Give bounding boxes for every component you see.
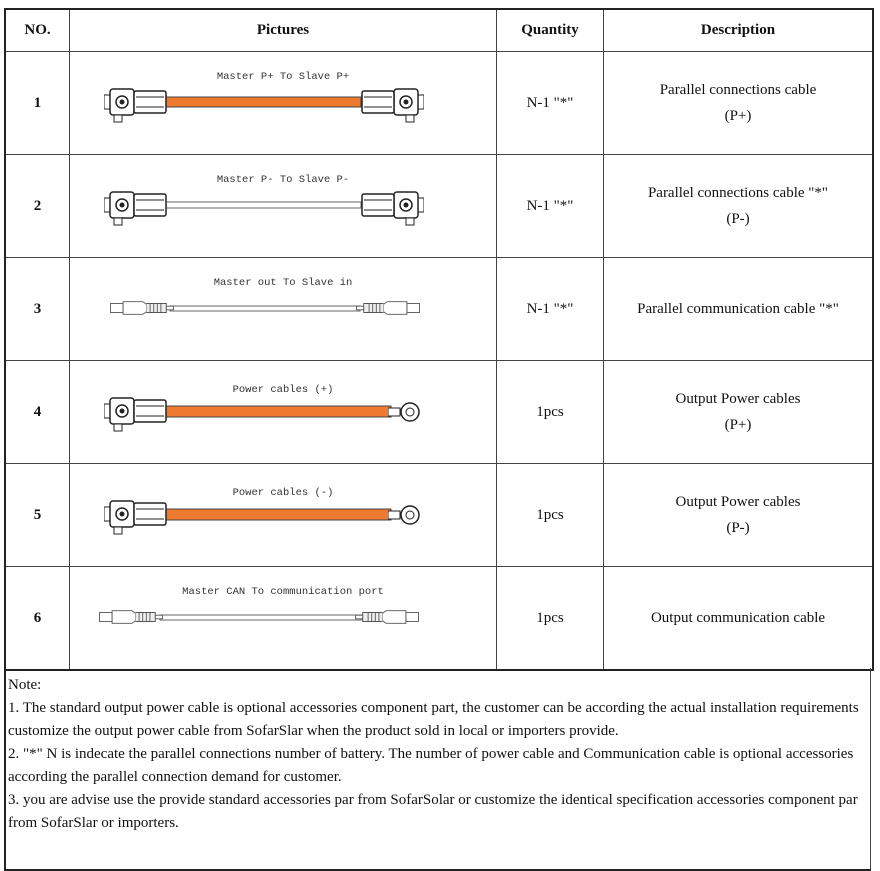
description-line: Output Power cables (675, 494, 801, 510)
quantity: N-1 "*" (496, 154, 604, 258)
note-item: 2. "*" N is indecate the parallel connec… (8, 746, 854, 785)
description-line: (P+) (724, 417, 752, 433)
description-line: (P-) (726, 520, 750, 536)
picture-label: Master out To Slave in (214, 277, 353, 289)
quantity: 1pcs (496, 463, 604, 567)
cable-picture: Power cables (+) (104, 384, 420, 432)
picture-label: Power cables (+) (233, 384, 334, 396)
picture-cell: Master P+ To Slave P+ (69, 51, 497, 155)
description-line: Output Power cables (675, 391, 801, 407)
note: Note: 1. The standard output power cable… (4, 668, 871, 871)
description: Parallel connections cable (P+) (603, 51, 874, 155)
picture-cell: Master CAN To communication port (69, 566, 497, 671)
note-item: 3. you are advise use the provide standa… (8, 792, 858, 831)
table-row: 4 Power cables (+) 1pcs Output Power cables… (4, 360, 874, 464)
row-number: 1 (4, 51, 70, 155)
header-cell: Quantity (496, 8, 604, 52)
row-number: 3 (4, 257, 70, 361)
picture-cell: Power cables (+) (69, 360, 497, 464)
cable-picture: Power cables (-) (104, 487, 420, 535)
row-number: 6 (4, 566, 70, 671)
table-row: 5 Power cables (-) 1pcs Output Power cables… (4, 463, 874, 567)
description: Output Power cables (P-) (603, 463, 874, 567)
table-row: 3 Master out To Slave in N-1 "*" Parallel c… (4, 257, 874, 361)
row-number: 5 (4, 463, 70, 567)
description: Output Power cables (P+) (603, 360, 874, 464)
cable-picture: Master P+ To Slave P+ (104, 71, 424, 123)
description-line: Parallel connections cable (659, 82, 817, 98)
picture-cell: Power cables (-) (69, 463, 497, 567)
description-line: (P-) (726, 211, 750, 227)
quantity: 1pcs (496, 566, 604, 671)
quantity: 1pcs (496, 360, 604, 464)
row-number: 4 (4, 360, 70, 464)
picture-cell: Master P- To Slave P- (69, 154, 497, 258)
picture-label: Master P- To Slave P- (217, 174, 349, 186)
picture-label: Master P+ To Slave P+ (217, 71, 349, 83)
description: Output communication cable (603, 566, 874, 671)
picture-cell: Master out To Slave in (69, 257, 497, 361)
table-row: 2 Master P- To Slave P- N-1 "*" Parallel co… (4, 154, 874, 258)
header-cell: NO. (4, 8, 70, 52)
header-cell: Pictures (69, 8, 497, 52)
cable-picture: Master CAN To communication port (99, 586, 419, 624)
description-line: Output communication cable (650, 610, 826, 626)
cable-picture: Master P- To Slave P- (104, 174, 424, 226)
description-line: (P+) (724, 108, 752, 124)
description-line: Parallel connections cable "*" (647, 185, 829, 201)
table-row: 6 Master CAN To communication port 1pcs Out… (4, 566, 874, 671)
description-line: Parallel communication cable "*" (637, 301, 839, 317)
note-item: 1. The standard output power cable is op… (8, 700, 859, 739)
header-cell: Description (603, 8, 874, 52)
header-row: NO. Pictures Quantity Description (4, 8, 874, 52)
quantity: N-1 "*" (496, 51, 604, 155)
description: Parallel connections cable "*" (P-) (603, 154, 874, 258)
table-row: 1 Master P+ To Slave P+ N-1 "*" Parallel co… (4, 51, 874, 155)
picture-label: Master CAN To communication port (182, 586, 384, 598)
description: Parallel communication cable "*" (603, 257, 874, 361)
picture-label: Power cables (-) (233, 487, 334, 499)
row-number: 2 (4, 154, 70, 258)
cable-picture: Master out To Slave in (110, 277, 420, 315)
note-title: Note: (8, 677, 42, 693)
quantity: N-1 "*" (496, 257, 604, 361)
accessories-table: NO. Pictures Quantity Description 1 Maste… (4, 8, 874, 671)
